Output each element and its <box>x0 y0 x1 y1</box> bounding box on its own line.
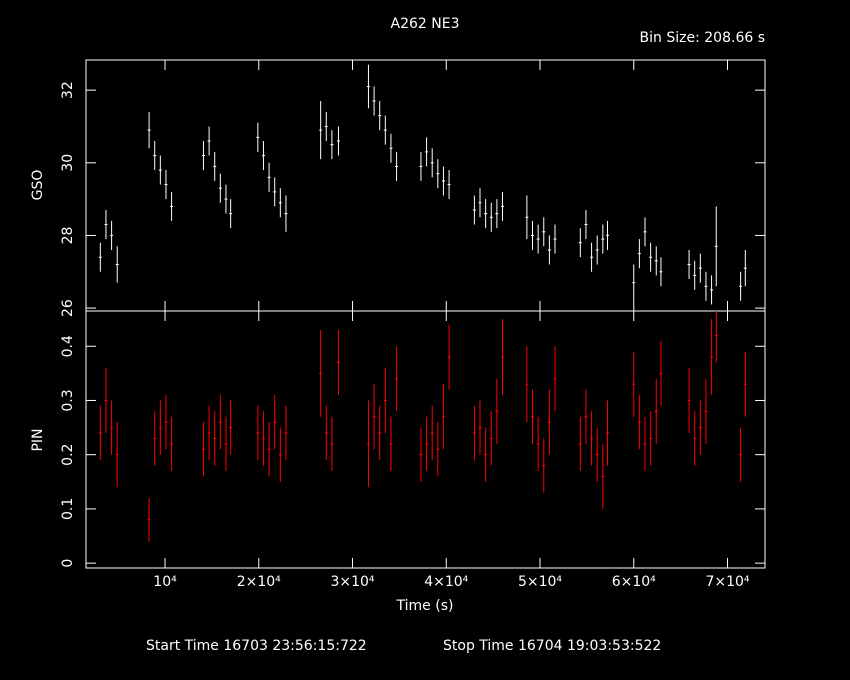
y-axis-label: PIN <box>30 428 46 451</box>
y-tick-label: 0 <box>60 559 76 568</box>
x-tick-label: 6×10⁴ <box>612 574 656 590</box>
y-tick-label: 0.2 <box>60 444 76 466</box>
y-tick-label: 0.4 <box>60 335 76 357</box>
start-time: Start Time 16703 23:56:15:722 <box>146 638 367 654</box>
x-tick-label: 7×10⁴ <box>705 574 749 590</box>
bottom-frame <box>85 310 766 569</box>
x-axis-label: Time (s) <box>396 598 454 614</box>
y-tick-label: 0.3 <box>60 389 76 411</box>
y-tick-label: 28 <box>60 227 76 245</box>
x-tick-label: 10⁴ <box>153 574 177 590</box>
chart-title: A262 NE3 <box>391 16 460 32</box>
y-tick-label: 26 <box>60 299 76 317</box>
y-tick-label: 32 <box>60 81 76 99</box>
bin-size: Bin Size: 208.66 s <box>640 30 765 46</box>
x-tick-label: 5×10⁴ <box>518 574 562 590</box>
plot-area <box>98 64 747 305</box>
x-tick-label: 3×10⁴ <box>330 574 374 590</box>
x-tick-label: 4×10⁴ <box>424 574 468 590</box>
plot-area <box>98 311 747 542</box>
x-tick-label: 2×10⁴ <box>237 574 281 590</box>
y-axis-label: GSO <box>30 170 46 201</box>
y-tick-label: 0.1 <box>60 498 76 520</box>
top-frame <box>85 59 766 312</box>
y-tick-label: 30 <box>60 154 76 172</box>
stop-time: Stop Time 16704 19:03:53:522 <box>443 638 661 654</box>
